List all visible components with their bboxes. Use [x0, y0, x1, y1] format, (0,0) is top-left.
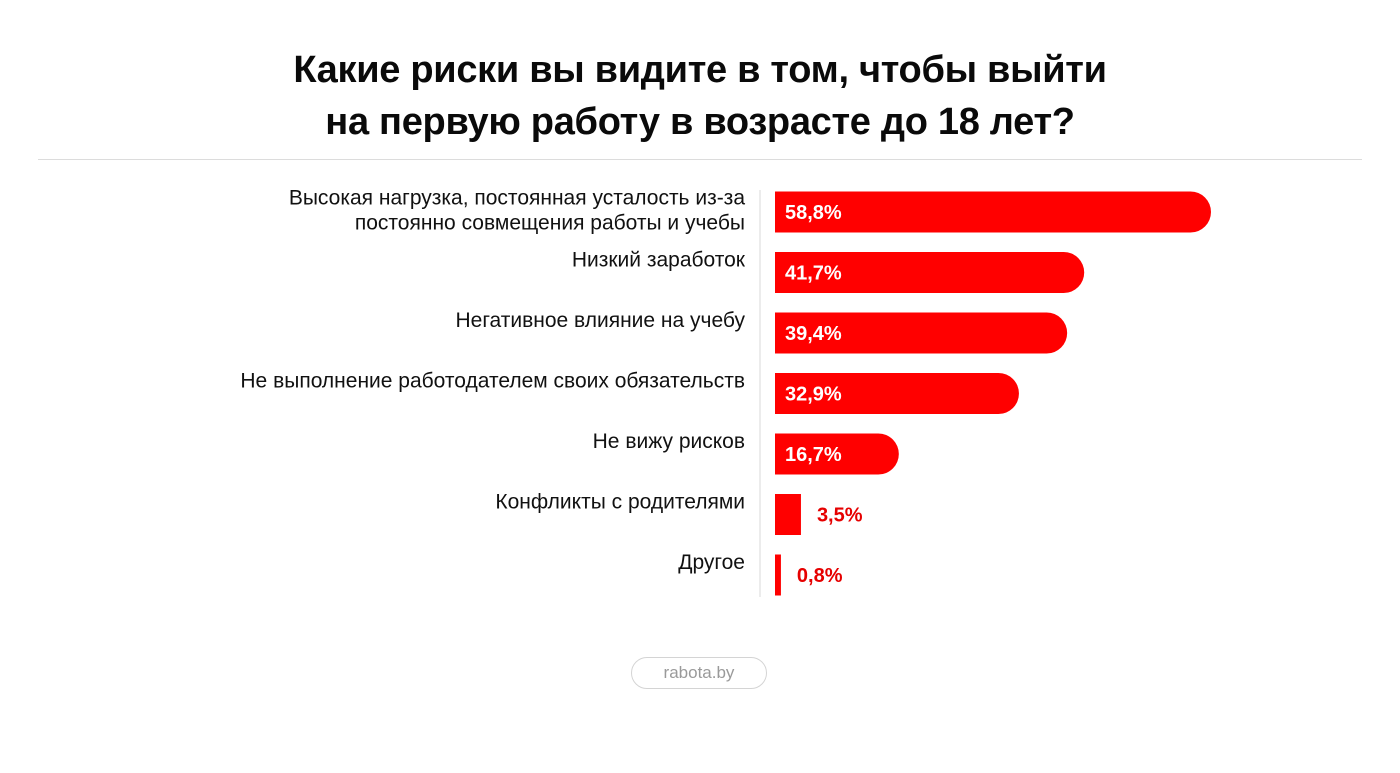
bar-3: [775, 312, 1068, 354]
value-label-3: 39,4%: [785, 323, 842, 345]
title-divider: [38, 159, 1362, 160]
source-badge: rabota.by: [631, 657, 767, 689]
value-label-2: 41,7%: [785, 263, 842, 285]
value-label-6: 3,5%: [817, 505, 863, 527]
value-label-4: 32,9%: [785, 384, 842, 406]
category-label-3: Негативное влияние на учебу: [456, 309, 746, 332]
bar-6: [775, 494, 801, 535]
value-label-7: 0,8%: [797, 565, 843, 587]
value-label-5: 16,7%: [785, 444, 842, 466]
bar-1: [775, 191, 1211, 233]
category-label-1-line-2: постоянно совмещения работы и учебы: [355, 212, 745, 235]
bar-4: [775, 373, 1019, 414]
chart-title: Какие риски вы видите в том, чтобы выйти…: [0, 44, 1400, 148]
value-label-1: 58,8%: [785, 202, 842, 224]
category-label-1-line-1: Высокая нагрузка, постоянная усталость и…: [289, 187, 745, 210]
category-label-2: Низкий заработок: [572, 249, 746, 272]
chart-title-line-1: Какие риски вы видите в том, чтобы выйти: [293, 49, 1107, 91]
category-label-4: Не выполнение работодателем своих обязат…: [240, 370, 745, 393]
chart-title-line-2: на первую работу в возрасте до 18 лет?: [325, 101, 1075, 143]
category-label-5: Не вижу рисков: [593, 430, 745, 453]
bar-5: [775, 433, 899, 475]
category-label-7: Другое: [678, 551, 745, 574]
category-label-6: Конфликты с родителями: [495, 491, 745, 514]
bar-7: [775, 554, 781, 596]
bar-2: [775, 252, 1085, 293]
